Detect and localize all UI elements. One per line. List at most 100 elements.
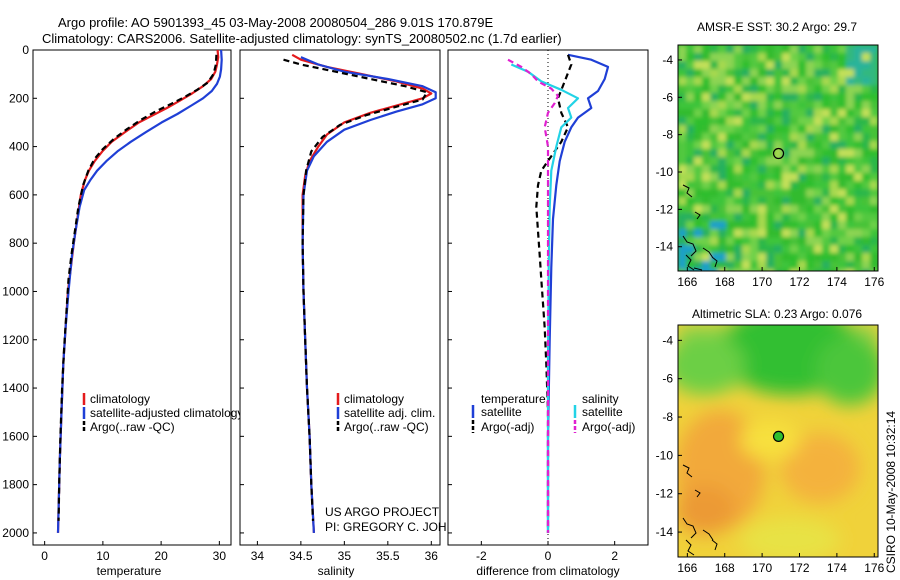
sst-cell (806, 77, 814, 85)
sst-cell (814, 189, 822, 197)
sst-map-title: AMSR-E SST: 30.2 Argo: 29.7 (697, 20, 857, 34)
sst-cell (694, 253, 702, 261)
sst-cell (750, 189, 758, 197)
map-y-tick-label: -14 (656, 240, 674, 254)
sst-cell (854, 205, 862, 213)
legend-label-satellite: satellite adj. clim. (344, 406, 435, 420)
sst-cell (846, 45, 854, 53)
map-y-tick-label: -12 (656, 487, 674, 501)
sst-cell (750, 205, 758, 213)
sst-cell (806, 197, 814, 205)
x-tick-label: 0 (41, 549, 48, 563)
sst-cell (686, 93, 694, 101)
sst-cell (806, 173, 814, 181)
sst-cell (846, 165, 854, 173)
sst-cell (686, 253, 694, 261)
sst-cell (846, 69, 854, 77)
sst-cell (718, 253, 726, 261)
map-y-tick-label: -10 (656, 448, 674, 462)
map-y-tick-label: -4 (662, 333, 673, 347)
sst-cell (798, 173, 806, 181)
sst-cell (758, 173, 766, 181)
sst-cell (742, 93, 750, 101)
sst-cell (846, 213, 854, 221)
sst-cell (734, 157, 742, 165)
sst-cell (678, 45, 686, 53)
sst-cell (862, 45, 870, 53)
sst-cell (854, 85, 862, 93)
sst-cell (686, 53, 694, 61)
sst-cell (790, 149, 798, 157)
sst-cell (782, 53, 790, 61)
sst-cell (726, 125, 734, 133)
sst-cell (854, 101, 862, 109)
sst-cell (790, 173, 798, 181)
sst-cell (678, 133, 686, 141)
sst-cell (766, 133, 774, 141)
y-tick-label: 1600 (2, 429, 29, 443)
sst-cell (734, 125, 742, 133)
sst-cell (686, 77, 694, 85)
map-x-tick-label: 172 (789, 561, 809, 575)
sst-map-panel: AMSR-E SST: 30.2 Argo: 29.7 166 168 170 172… (656, 20, 885, 289)
sst-cell (686, 213, 694, 221)
sst-cell (870, 205, 878, 213)
legend-label-sal-argo: Argo(-adj) (582, 420, 635, 434)
difference-panel: -2 0 2 difference from climatology tempera… (447, 49, 649, 578)
credit-line1: US ARGO PROJECT (325, 505, 440, 519)
sst-cell (838, 173, 846, 181)
sst-cell (774, 149, 782, 157)
sst-cell (870, 197, 878, 205)
sst-cell (742, 141, 750, 149)
sst-cell (766, 45, 774, 53)
sst-cell (750, 245, 758, 253)
sst-cell (814, 133, 822, 141)
sst-cell (854, 237, 862, 245)
sst-cell (758, 93, 766, 101)
sst-cell (726, 133, 734, 141)
sst-cell (830, 125, 838, 133)
sst-cell (742, 213, 750, 221)
sst-cell (678, 61, 686, 69)
sst-cell (750, 101, 758, 109)
sst-cell (830, 117, 838, 125)
sst-cell (702, 149, 710, 157)
sla-argo-marker (772, 430, 785, 442)
sst-cell (854, 197, 862, 205)
sst-cell (694, 189, 702, 197)
sst-cell (774, 189, 782, 197)
sst-cell (814, 253, 822, 261)
sst-cell (758, 197, 766, 205)
sst-cell (870, 189, 878, 197)
sst-cell (846, 261, 854, 269)
sst-cell (766, 165, 774, 173)
sst-cell (710, 173, 718, 181)
sst-cell (766, 213, 774, 221)
salinity-xlabel: salinity (318, 564, 355, 578)
sst-cell (694, 221, 702, 229)
sst-cell (862, 157, 870, 165)
sst-cell (710, 77, 718, 85)
y-tick-label: 800 (9, 236, 29, 250)
sst-cell (798, 125, 806, 133)
sst-cell (726, 261, 734, 269)
sst-cell (694, 173, 702, 181)
sst-cell (806, 149, 814, 157)
sst-cell (814, 157, 822, 165)
sst-cell (686, 229, 694, 237)
sst-cell (718, 109, 726, 117)
sst-cell (750, 165, 758, 173)
sst-cell (718, 165, 726, 173)
sst-cell (790, 101, 798, 109)
sst-cell (806, 181, 814, 189)
sst-cell (806, 157, 814, 165)
sst-cell (758, 237, 766, 245)
sst-cell (710, 45, 718, 53)
sst-cell (750, 109, 758, 117)
sst-cell (758, 205, 766, 213)
sst-cell (814, 245, 822, 253)
sst-cell (838, 261, 846, 269)
sst-cell (846, 197, 854, 205)
sst-cell (798, 93, 806, 101)
map-x-tick-label: 168 (715, 275, 735, 289)
